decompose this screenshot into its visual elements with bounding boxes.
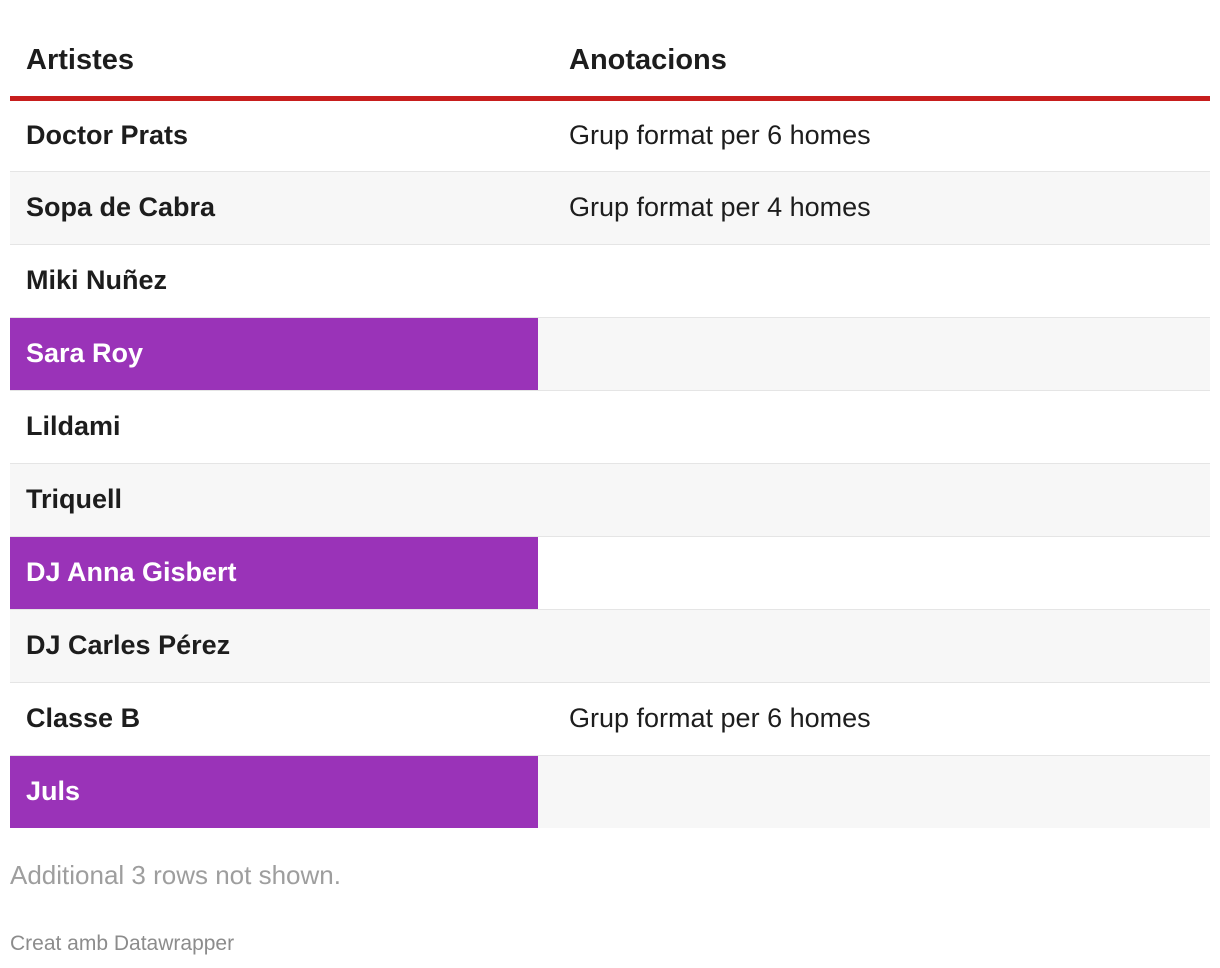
table-body: Doctor Prats Grup format per 6 homes Sop… — [10, 98, 1210, 828]
artist-cell: Miki Nuñez — [10, 244, 538, 318]
header-artists[interactable]: Artistes — [10, 26, 538, 101]
note-cell — [538, 755, 1210, 828]
artists-table: Artistes Anotacions Doctor Prats Grup fo… — [10, 26, 1210, 828]
artist-cell-highlighted: Juls — [10, 755, 538, 828]
additional-rows-note: Additional 3 rows not shown. — [10, 860, 341, 890]
table-row: Classe B Grup format per 6 homes — [10, 682, 1210, 756]
artists-table-container: Artistes Anotacions Doctor Prats Grup fo… — [10, 26, 1210, 828]
note-cell — [538, 463, 1210, 537]
note-cell — [538, 609, 1210, 683]
table-row: Doctor Prats Grup format per 6 homes — [10, 98, 1210, 172]
note-cell: Grup format per 6 homes — [538, 98, 1210, 172]
table-row: DJ Carles Pérez — [10, 609, 1210, 683]
artist-cell: Lildami — [10, 390, 538, 464]
table-row: Triquell — [10, 463, 1210, 537]
artist-cell: DJ Carles Pérez — [10, 609, 538, 683]
header-annotations[interactable]: Anotacions — [538, 26, 1210, 101]
table-row: Miki Nuñez — [10, 244, 1210, 318]
table-header-row: Artistes Anotacions — [10, 26, 1210, 101]
note-cell — [538, 244, 1210, 318]
artist-cell-highlighted: Sara Roy — [10, 317, 538, 391]
artist-cell: Sopa de Cabra — [10, 171, 538, 245]
table-row: Sopa de Cabra Grup format per 4 homes — [10, 171, 1210, 245]
table-row: Lildami — [10, 390, 1210, 464]
table-row: DJ Anna Gisbert — [10, 536, 1210, 610]
artist-cell-highlighted: DJ Anna Gisbert — [10, 536, 538, 610]
note-cell: Grup format per 6 homes — [538, 682, 1210, 756]
table-row: Sara Roy — [10, 317, 1210, 391]
note-cell: Grup format per 4 homes — [538, 171, 1210, 245]
datawrapper-credit[interactable]: Creat amb Datawrapper — [10, 932, 235, 955]
artist-cell: Doctor Prats — [10, 98, 538, 172]
note-cell — [538, 390, 1210, 464]
artist-cell: Classe B — [10, 682, 538, 756]
note-cell — [538, 317, 1210, 391]
note-cell — [538, 536, 1210, 610]
artist-cell: Triquell — [10, 463, 538, 537]
table-row: Juls — [10, 755, 1210, 828]
